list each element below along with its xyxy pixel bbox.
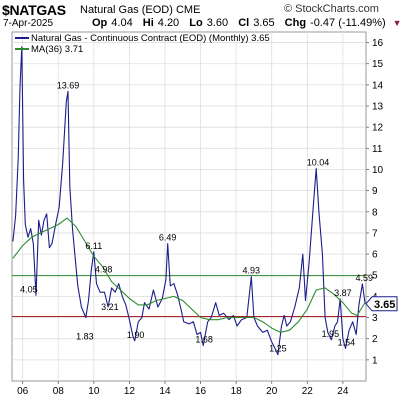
x-tick-label: 24 <box>337 386 349 397</box>
change-label: Chg <box>284 17 307 29</box>
data-label: 3.87 <box>334 288 352 298</box>
y-tick-label: 16 <box>372 38 384 49</box>
exchange-label: CME <box>175 4 201 16</box>
data-label: 4.59 <box>355 273 373 283</box>
data-label: 4.98 <box>95 265 113 275</box>
x-tick-label: 10 <box>88 386 100 397</box>
series-group <box>12 46 366 356</box>
ma-series-line <box>12 217 366 333</box>
high-label: Hi <box>142 17 154 29</box>
data-label: 1.95 <box>322 329 340 339</box>
y-tick-label: 10 <box>372 165 384 176</box>
close-label: Cl <box>238 17 250 29</box>
close-value: 3.65 <box>253 17 275 29</box>
data-label: 6.11 <box>85 241 102 251</box>
price-series-line <box>12 46 366 356</box>
x-tick-label: 18 <box>231 386 243 397</box>
data-label: 4.05 <box>20 284 38 294</box>
data-label: 1.25 <box>269 344 287 354</box>
ohlc-bar: Op 4.04 Hi 4.20 Lo 3.60 Cl 3.65 Chg -0.47 (-1… <box>92 17 400 29</box>
legend-ma-label: MA(36) 3.71 <box>31 44 83 55</box>
annotations: 4.05 13.69 6.11 4.98 3.21 1.83 1.90 6.49 1.68 4.9… <box>20 80 373 353</box>
chart-header: $NATGAS Natural Gas (EOD) CME © StockCha… <box>0 0 400 32</box>
last-price-label: 3.65 <box>374 299 395 311</box>
instrument-title: Natural Gas (EOD) <box>80 4 173 16</box>
y-tick-label: 9 <box>372 186 378 197</box>
data-label: 13.69 <box>57 80 80 90</box>
horizontal-lines <box>12 275 366 317</box>
y-axis: 12345678910111213141516 <box>366 38 384 366</box>
data-label: 1.83 <box>76 331 94 341</box>
quote-date: 7-Apr-2025 <box>3 18 54 29</box>
stockcharts-logo[interactable]: © StockCharts.com <box>284 3 379 15</box>
y-tick-label: 5 <box>372 271 378 282</box>
low-label: Lo <box>189 17 203 29</box>
legend-price-label: Natural Gas - Continuous Contract (EOD) … <box>31 33 270 44</box>
x-tick-label: 06 <box>17 386 29 397</box>
y-tick-label: 12 <box>372 123 384 134</box>
y-tick-label: 6 <box>372 250 378 261</box>
y-tick-label: 7 <box>372 228 378 239</box>
x-axis: 06 08 10 12 14 16 18 20 22 24 <box>17 381 349 397</box>
change-value: -0.47 (-11.49%) <box>310 17 386 29</box>
data-label: 1.90 <box>127 330 145 340</box>
ticker-symbol: $NATGAS <box>2 2 66 18</box>
y-tick-label: 2 <box>372 334 378 345</box>
open-value: 4.04 <box>111 17 133 29</box>
y-tick-label: 14 <box>372 80 384 91</box>
x-tick-label: 22 <box>302 386 314 397</box>
y-tick-label: 11 <box>372 144 383 155</box>
data-label: 10.04 <box>307 158 330 168</box>
down-triangle-icon: ▼ <box>392 18 400 28</box>
x-tick-label: 12 <box>124 386 136 397</box>
data-label: 1.54 <box>338 337 356 347</box>
data-label: 3.21 <box>101 302 119 312</box>
instrument-name: Natural Gas (EOD) CME <box>80 4 200 16</box>
x-tick-label: 16 <box>195 386 207 397</box>
last-price-box <box>365 296 398 312</box>
y-tick-label: 13 <box>372 102 384 113</box>
data-label: 6.49 <box>159 233 177 243</box>
open-label: Op <box>92 17 108 29</box>
x-tick-label: 14 <box>159 386 171 397</box>
x-tick-label: 20 <box>266 386 278 397</box>
data-label: 1.68 <box>195 334 213 344</box>
x-tick-label: 08 <box>53 386 65 397</box>
y-tick-label: 15 <box>372 59 384 70</box>
y-tick-label: 8 <box>372 207 378 218</box>
high-value: 4.20 <box>157 17 180 29</box>
low-value: 3.60 <box>206 17 229 29</box>
data-label: 4.93 <box>242 266 260 276</box>
last-price-marker: 3.65 <box>365 296 398 312</box>
y-tick-label: 3 <box>372 313 378 324</box>
y-tick-label: 1 <box>372 355 378 366</box>
legend: Natural Gas - Continuous Contract (EOD) … <box>15 33 270 55</box>
